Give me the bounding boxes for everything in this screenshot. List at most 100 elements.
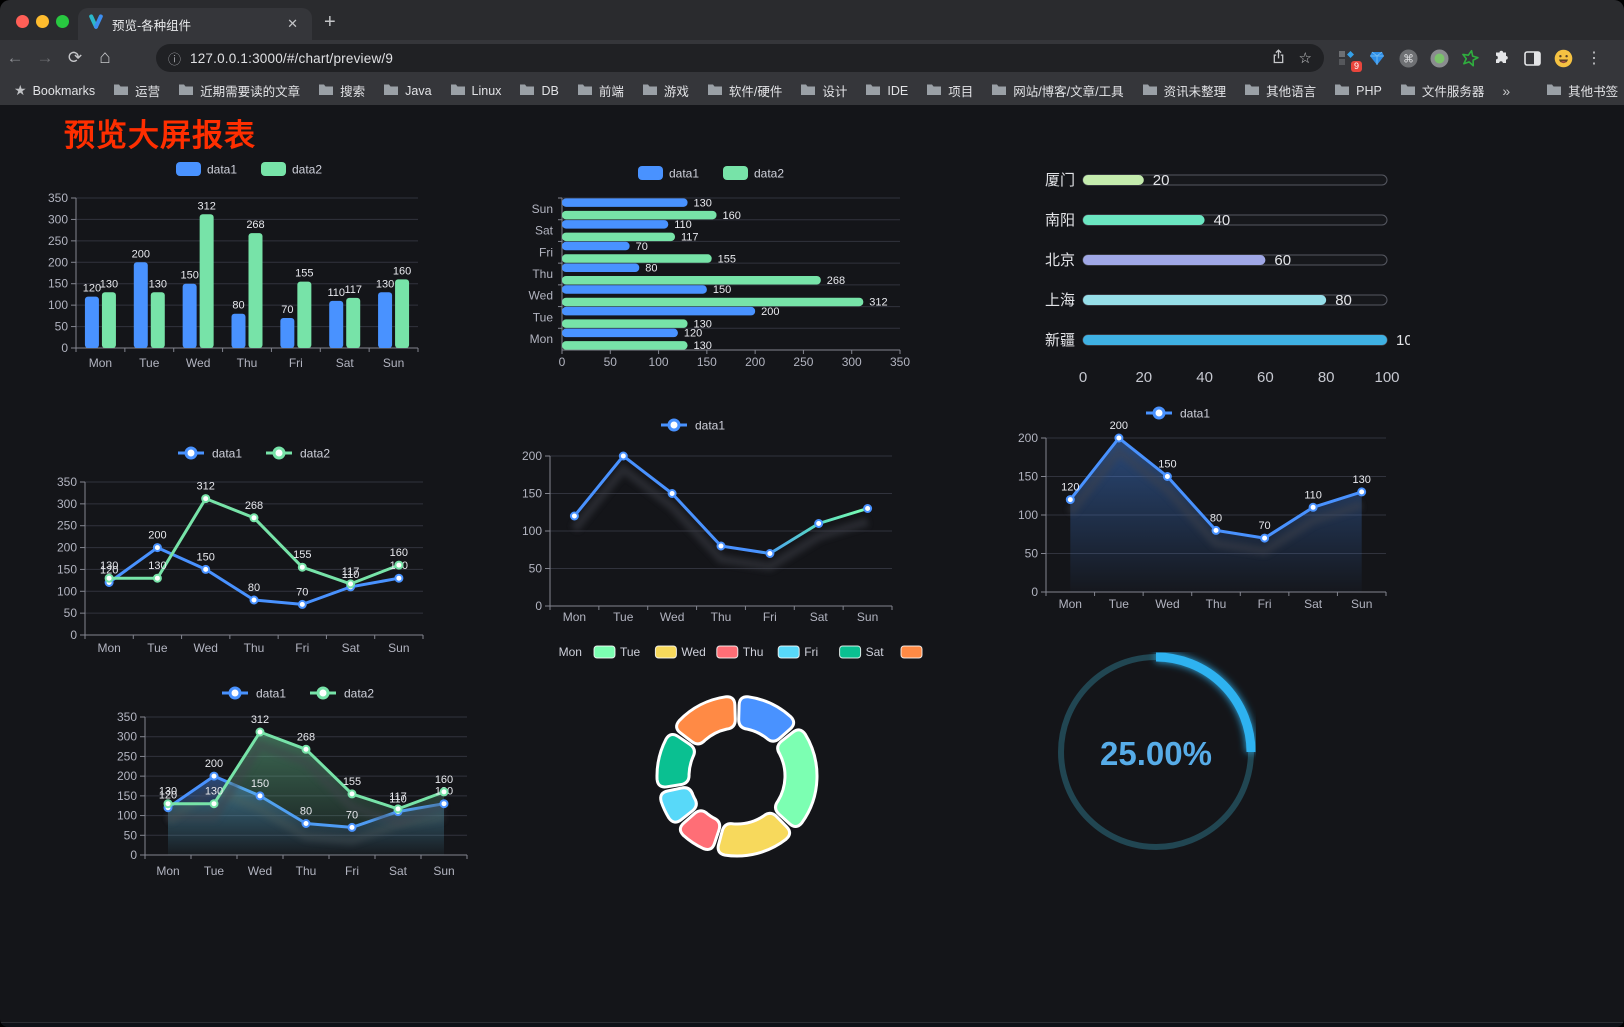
address-bar[interactable]: ⓘ 127.0.0.1:3000/#/chart/preview/9 ☆ — [156, 44, 1324, 72]
browser-tab[interactable]: 预览-各种组件 ✕ — [78, 8, 312, 40]
emoji-extension-icon[interactable] — [1553, 48, 1573, 68]
svg-text:Mon: Mon — [559, 645, 582, 659]
svg-text:100: 100 — [1018, 508, 1038, 522]
svg-text:100: 100 — [117, 809, 137, 823]
bookmark-item[interactable]: IDE — [865, 81, 908, 100]
svg-text:0: 0 — [1031, 585, 1038, 599]
svg-text:110: 110 — [1304, 489, 1322, 501]
home-button[interactable]: ⌂ — [99, 47, 111, 68]
svg-text:40: 40 — [1196, 369, 1213, 386]
sidebar-toggle-icon[interactable] — [1522, 48, 1542, 68]
svg-text:150: 150 — [251, 778, 269, 790]
bookmark-item[interactable]: 设计 — [800, 81, 847, 100]
svg-text:Thu: Thu — [1206, 597, 1227, 611]
svg-text:0: 0 — [559, 355, 566, 369]
svg-text:200: 200 — [48, 255, 68, 269]
svg-text:110: 110 — [327, 287, 345, 299]
bookmark-item[interactable]: 前端 — [577, 81, 624, 100]
svg-text:130: 130 — [694, 197, 712, 209]
bookmark-item[interactable]: 软件/硬件 — [707, 81, 782, 100]
new-tab-button[interactable]: + — [324, 11, 336, 33]
bookmark-item[interactable]: 搜索 — [318, 81, 365, 100]
bookmark-item[interactable]: 项目 — [926, 81, 973, 100]
bookmark-item[interactable]: Linux — [450, 81, 501, 100]
chart-line-area[interactable]: 0 50 100 150 200 Mon Tue Wed Thu Fri Sat Sun 120 200 1… — [980, 386, 1395, 626]
menu-kebab-icon[interactable]: ⋮ — [1586, 50, 1602, 67]
bookmark-item[interactable]: 其他语言 — [1244, 81, 1316, 100]
svg-text:Sat: Sat — [336, 356, 355, 370]
bookmark-item[interactable]: PHP — [1334, 81, 1382, 100]
close-window-button[interactable] — [16, 15, 29, 28]
bookmark-item[interactable]: Java — [383, 81, 432, 100]
zoom-window-button[interactable] — [56, 15, 69, 28]
url-text[interactable]: 127.0.0.1:3000/#/chart/preview/9 — [190, 50, 394, 66]
svg-text:117: 117 — [389, 791, 407, 803]
extension-star-icon[interactable] — [1460, 48, 1480, 68]
svg-text:150: 150 — [713, 284, 731, 296]
reload-button[interactable]: ⟳ — [67, 48, 83, 67]
folder-icon — [383, 83, 399, 99]
svg-text:130: 130 — [1353, 474, 1371, 486]
extension-record-icon[interactable] — [1429, 48, 1449, 68]
svg-text:Thu: Thu — [532, 267, 553, 281]
site-info-icon[interactable]: ⓘ — [168, 51, 182, 67]
minimize-window-button[interactable] — [36, 15, 49, 28]
extension-grid-icon[interactable]: 9 — [1336, 48, 1362, 72]
svg-text:Wed: Wed — [681, 645, 705, 659]
svg-text:Fri: Fri — [763, 610, 777, 624]
chart-line-area-double[interactable]: 0 50 100 150 200 250 300 350 Mon Tue Wed Thu Fri Sat S… — [95, 672, 525, 902]
back-button[interactable]: ← — [6, 48, 24, 67]
svg-text:80: 80 — [1318, 369, 1335, 386]
other-bookmarks[interactable]: 其他书签 — [1546, 81, 1618, 100]
bookmark-item[interactable]: 文件服务器 — [1400, 81, 1484, 100]
bookmark-item[interactable]: 资讯未整理 — [1142, 81, 1226, 100]
chart-line-gradient[interactable]: 0 50 100 150 200 Mon Tue Wed Thu Fri Sat Sun data1 — [498, 396, 918, 636]
bookmarks-manager[interactable]: ★ Bookmarks — [14, 82, 96, 98]
tab-close-icon[interactable]: ✕ — [287, 16, 298, 31]
chart-bar-vertical[interactable]: 0 50 100 150 200 250 300 350 Mon Tue Wed Thu Fri Sat S… — [40, 148, 470, 400]
svg-text:300: 300 — [48, 212, 68, 226]
svg-text:130: 130 — [148, 560, 166, 572]
bookmark-star-icon[interactable]: ☆ — [1298, 50, 1312, 67]
svg-text:80: 80 — [1210, 512, 1222, 524]
svg-text:Mon: Mon — [156, 864, 179, 878]
bookmark-item[interactable]: 游戏 — [642, 81, 689, 100]
svg-text:120: 120 — [684, 328, 702, 340]
folder-icon — [1334, 83, 1350, 99]
svg-text:200: 200 — [117, 769, 137, 783]
bookmark-item[interactable]: 运营 — [113, 81, 160, 100]
extensions-puzzle-icon[interactable] — [1491, 48, 1511, 68]
folder-icon — [1546, 83, 1562, 99]
bookmarks-bar: ★ Bookmarks 运营 近期需要读的文章 搜索 Java Linux DB 前端 游戏软… — [0, 76, 1624, 105]
chart-bar-horizontal[interactable]: 0 50 100 150 200 250 300 350 Sun 130 160 Sat 110 117 F… — [498, 150, 918, 394]
svg-text:data2: data2 — [292, 163, 322, 177]
share-icon[interactable] — [1272, 48, 1285, 68]
svg-text:312: 312 — [251, 714, 269, 726]
folder-icon — [1142, 83, 1158, 99]
bookmarks-overflow-chevron[interactable]: » — [1502, 82, 1511, 99]
svg-text:110: 110 — [389, 794, 407, 806]
svg-text:50: 50 — [55, 320, 69, 334]
bookmark-item[interactable]: 网站/博客/文章/工具 — [991, 81, 1124, 100]
chart-line-basic[interactable]: 0 50 100 150 200 250 300 350 Mon Tue Wed Thu Fri Sat S… — [45, 420, 470, 665]
bookmark-item[interactable]: DB — [519, 81, 559, 100]
folder-icon — [707, 83, 723, 99]
chart-gauge[interactable]: 25.00% — [1056, 652, 1256, 857]
svg-text:150: 150 — [697, 355, 717, 369]
svg-text:350: 350 — [117, 710, 137, 724]
bookmark-item[interactable]: 近期需要读的文章 — [178, 81, 300, 100]
svg-text:Wed: Wed — [660, 610, 684, 624]
svg-text:Thu: Thu — [296, 864, 317, 878]
svg-text:200: 200 — [1110, 420, 1128, 432]
svg-text:110: 110 — [674, 219, 692, 231]
extension-command-icon[interactable]: ⌘ — [1398, 48, 1418, 68]
chart-progress-bars[interactable]: 厦门 20 南阳 40 北京 60 上海 80 新疆 100 0 20 40 60 80 100 — [995, 150, 1421, 395]
svg-text:250: 250 — [793, 355, 813, 369]
extension-gem-icon[interactable] — [1367, 48, 1387, 68]
window-bottom-edge — [0, 1022, 1624, 1027]
svg-text:100: 100 — [57, 584, 77, 598]
svg-text:北京: 北京 — [1045, 252, 1075, 269]
forward-button[interactable]: → — [36, 48, 54, 67]
svg-text:350: 350 — [48, 191, 68, 205]
